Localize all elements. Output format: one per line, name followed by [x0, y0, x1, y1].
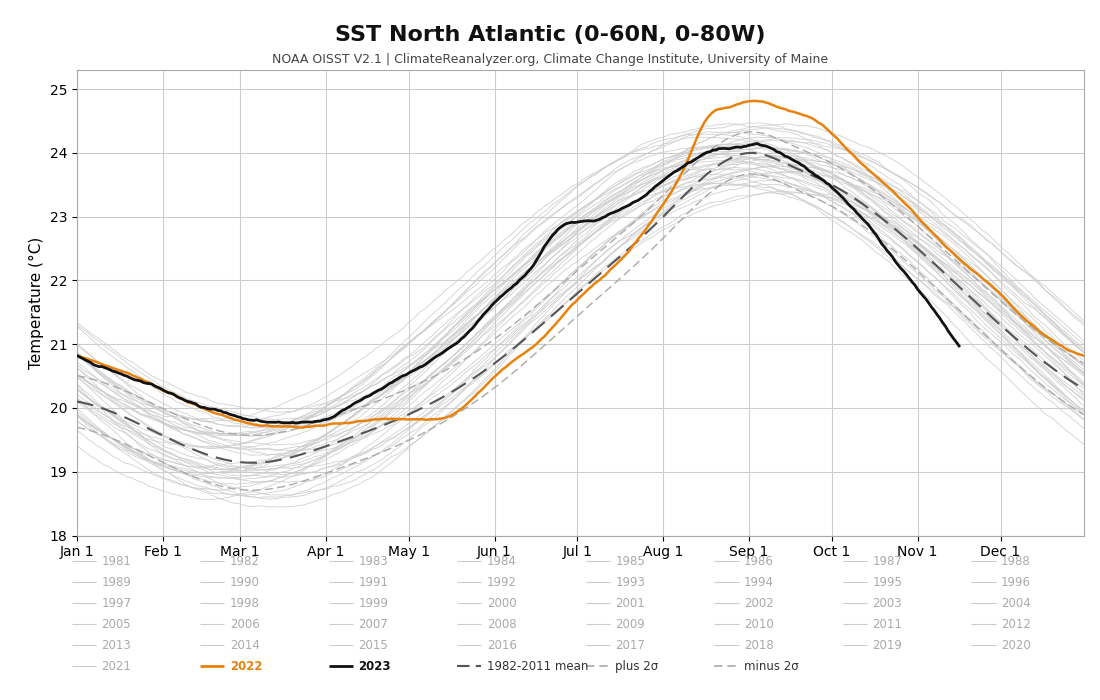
Text: 2002: 2002: [744, 597, 773, 610]
Text: 2019: 2019: [872, 639, 902, 652]
Text: 2009: 2009: [616, 618, 646, 631]
Text: 1991: 1991: [359, 576, 388, 589]
Text: 1989: 1989: [101, 576, 131, 589]
Text: 1993: 1993: [616, 576, 646, 589]
Text: 1986: 1986: [744, 555, 774, 568]
Text: 2001: 2001: [616, 597, 646, 610]
Text: 2003: 2003: [872, 597, 902, 610]
Text: minus 2σ: minus 2σ: [744, 660, 799, 673]
Text: 2022: 2022: [230, 660, 262, 673]
Text: plus 2σ: plus 2σ: [616, 660, 659, 673]
Text: 1983: 1983: [359, 555, 388, 568]
Text: 2010: 2010: [744, 618, 773, 631]
Text: 1996: 1996: [1001, 576, 1031, 589]
Text: 1982-2011 mean: 1982-2011 mean: [487, 660, 588, 673]
Text: 2007: 2007: [359, 618, 388, 631]
Text: 2011: 2011: [872, 618, 902, 631]
Text: SST North Atlantic (0-60N, 0-80W): SST North Atlantic (0-60N, 0-80W): [334, 25, 766, 45]
Text: 2005: 2005: [101, 618, 131, 631]
Text: 1997: 1997: [101, 597, 131, 610]
Text: 2023: 2023: [359, 660, 390, 673]
Text: 1981: 1981: [101, 555, 131, 568]
Text: 2017: 2017: [616, 639, 646, 652]
Text: 2000: 2000: [487, 597, 517, 610]
Text: 1995: 1995: [872, 576, 902, 589]
Text: 2014: 2014: [230, 639, 260, 652]
Text: 2016: 2016: [487, 639, 517, 652]
Text: 2004: 2004: [1001, 597, 1031, 610]
Text: 2015: 2015: [359, 639, 388, 652]
Text: 1982: 1982: [230, 555, 260, 568]
Text: 1998: 1998: [230, 597, 260, 610]
Text: 2020: 2020: [1001, 639, 1031, 652]
Text: 1984: 1984: [487, 555, 517, 568]
Text: 1992: 1992: [487, 576, 517, 589]
Text: 2013: 2013: [101, 639, 131, 652]
Text: 1985: 1985: [616, 555, 646, 568]
Text: 2008: 2008: [487, 618, 517, 631]
Text: 2012: 2012: [1001, 618, 1031, 631]
Text: 1988: 1988: [1001, 555, 1031, 568]
Text: 2021: 2021: [101, 660, 131, 673]
Text: 1990: 1990: [230, 576, 260, 589]
Text: NOAA OISST V2.1 | ClimateReanalyzer.org, Climate Change Institute, University of: NOAA OISST V2.1 | ClimateReanalyzer.org,…: [272, 52, 828, 66]
Text: 2018: 2018: [744, 639, 773, 652]
Text: 2006: 2006: [230, 618, 260, 631]
Text: 1999: 1999: [359, 597, 388, 610]
Text: 1994: 1994: [744, 576, 774, 589]
Y-axis label: Temperature (°C): Temperature (°C): [29, 237, 44, 369]
Text: 1987: 1987: [872, 555, 902, 568]
